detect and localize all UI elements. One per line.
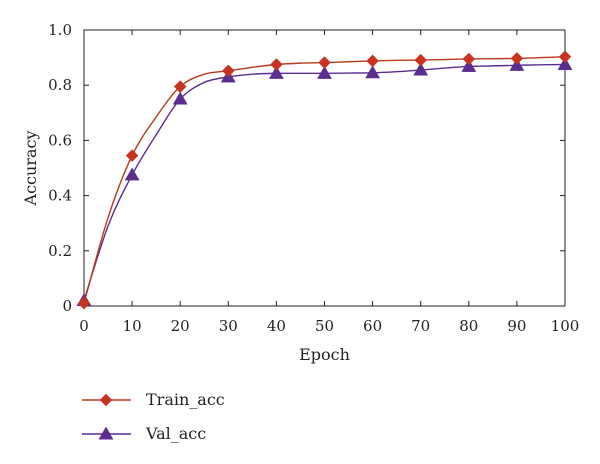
y-tick-label: 0.6: [48, 131, 72, 149]
x-tick-label: 60: [363, 317, 382, 335]
data-point-val-acc: [317, 65, 332, 79]
legend-marker-val-acc: [98, 426, 114, 440]
data-point-train-acc: [318, 56, 331, 69]
legend: Train_acc Val_acc: [82, 390, 225, 443]
legend-item-train-acc: Train_acc: [82, 390, 225, 409]
x-tick-label: 70: [411, 317, 430, 335]
y-tick-label: 0: [62, 297, 72, 315]
x-tick-label: 10: [123, 317, 142, 335]
x-tick-label: 40: [267, 317, 286, 335]
y-axis-title: Accuracy: [21, 131, 40, 207]
y-tick-label: 0.2: [48, 242, 72, 260]
data-point-train-acc: [462, 52, 476, 66]
data-point-train-acc: [221, 64, 235, 78]
data-point-val-acc: [413, 62, 429, 76]
legend-item-val-acc: Val_acc: [82, 424, 206, 443]
data-point-val-acc: [268, 65, 284, 79]
data-point-train-acc: [125, 149, 139, 162]
data-point-val-acc: [461, 58, 477, 72]
y-tick-label: 0.4: [48, 187, 72, 205]
ticks-layer: 0 10 20 30 40 50 60 70 80 90 100 0 0.2 0.4 0.6 0.8 1.0: [48, 21, 579, 335]
x-axis-title: Epoch: [299, 345, 350, 364]
data-point-train-acc: [414, 53, 428, 67]
data-point-train-acc: [270, 58, 283, 71]
legend-marker-train-acc: [99, 393, 113, 407]
series-line-train-acc: [83, 56, 566, 304]
data-point-train-acc: [510, 52, 524, 65]
x-tick-label: 80: [459, 317, 478, 335]
x-tick-label: 20: [171, 317, 190, 335]
data-point-train-acc: [558, 50, 572, 64]
data-point-val-acc: [124, 167, 140, 181]
data-point-val-acc: [557, 56, 573, 70]
data-point-train-acc: [366, 54, 379, 68]
x-tick-label: 90: [507, 317, 526, 335]
y-tick-label: 0.8: [48, 76, 72, 94]
x-tick-label: 100: [551, 317, 580, 335]
y-tick-label: 1.0: [48, 21, 72, 39]
x-tick-label: 0: [79, 317, 89, 335]
x-tick-label: 50: [315, 317, 334, 335]
x-tick-label: 30: [219, 317, 238, 335]
legend-label-val-acc: Val_acc: [145, 424, 206, 443]
data-point-train-acc: [173, 80, 187, 93]
data-point-val-acc: [172, 91, 188, 105]
series-line-val-acc: [83, 63, 566, 301]
series-layer: [76, 50, 573, 310]
data-point-train-acc: [77, 296, 91, 310]
axis-titles-layer: Epoch Accuracy: [21, 131, 350, 364]
series-val-acc: [76, 56, 573, 306]
legend-label-train-acc: Train_acc: [146, 390, 225, 409]
data-point-val-acc: [365, 65, 381, 79]
series-train-acc: [77, 50, 572, 310]
